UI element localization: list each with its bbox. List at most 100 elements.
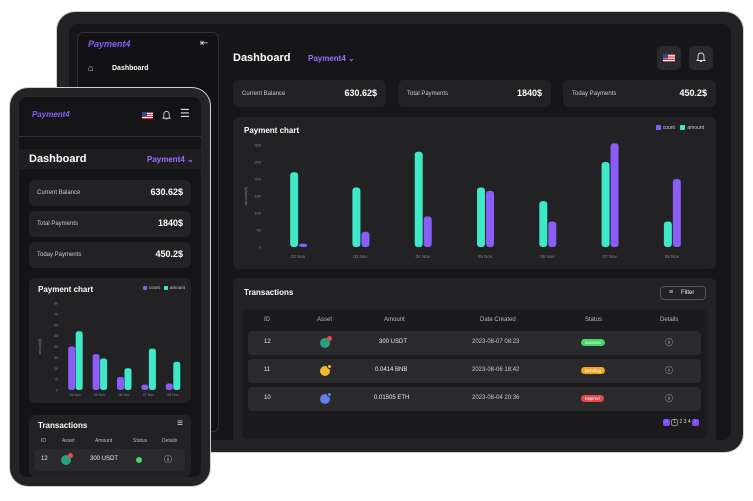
- payment-selector-label: Payment4: [308, 54, 346, 63]
- prev-page-button[interactable]: ‹: [662, 419, 670, 426]
- table-row[interactable]: 10 0.01505 ETH 2023-08-04 20:36 expired …: [248, 387, 701, 411]
- stat-card-total-payments: Total Payments 1840$: [398, 80, 551, 107]
- next-page-button[interactable]: ›: [692, 419, 699, 426]
- page-title: Dashboard: [29, 153, 87, 165]
- home-icon: ⌂: [88, 63, 94, 73]
- y-tick-label: 80: [54, 302, 58, 306]
- stat-value: 630.62$: [150, 187, 183, 197]
- info-icon[interactable]: ⓘ: [665, 338, 673, 347]
- row-amount: 300 USDT: [90, 456, 119, 462]
- bar-count: [423, 216, 432, 247]
- collapse-sidebar-icon[interactable]: ⇤: [200, 38, 209, 49]
- legend-count-swatch: [142, 285, 147, 290]
- y-tick-label: 300: [254, 143, 261, 148]
- stat-value: 1840$: [516, 88, 542, 98]
- status-badge: expired: [581, 395, 604, 402]
- y-tick-label: 0: [259, 245, 262, 250]
- table-row[interactable]: 11 0.0414 BNB 2023-08-06 18:42 pending ⓘ: [248, 359, 701, 383]
- pagination: ‹ 1 2 3 4 ›: [662, 419, 699, 426]
- chart-title: Payment chart: [38, 285, 94, 294]
- menu-icon[interactable]: ☰: [180, 108, 190, 120]
- row-amount: 300 USDT: [379, 339, 408, 345]
- bnb-icon: [320, 364, 332, 376]
- chevron-down-icon: ⌄: [187, 155, 194, 164]
- x-tick-label: 02 Nov: [291, 254, 306, 259]
- row-date: 2023-08-07 08:23: [472, 339, 520, 345]
- bar-amount: [539, 201, 548, 247]
- row-id: 11: [264, 367, 271, 373]
- stat-value: 630.62$: [344, 88, 377, 98]
- filter-button[interactable]: ≡ Filter: [660, 286, 706, 300]
- payment-selector[interactable]: Payment4 ⌄: [147, 155, 194, 164]
- x-tick-label: 03 Nov: [353, 254, 368, 259]
- stat-label: Today Payments: [572, 91, 617, 97]
- bell-icon[interactable]: [162, 110, 171, 121]
- bar-amount: [663, 221, 672, 247]
- info-icon[interactable]: ⓘ: [665, 394, 673, 403]
- chevron-down-icon: ⌄: [348, 54, 355, 63]
- bar-count: [165, 383, 173, 390]
- column-header-date: Date Created: [480, 317, 516, 323]
- transactions-card: Transactions ≡ Filter ID Asset Amount Da…: [233, 278, 716, 440]
- legend-count-swatch: [655, 125, 661, 131]
- row-id: 10: [264, 395, 271, 401]
- y-tick-label: 70: [54, 312, 58, 316]
- notifications-button[interactable]: [689, 46, 713, 70]
- filter-icon[interactable]: ≡: [177, 418, 183, 429]
- stat-label: Today Payments: [37, 252, 82, 258]
- us-flag-icon: [663, 54, 675, 62]
- payment-selector[interactable]: Payment4 ⌄: [308, 54, 355, 63]
- page-button[interactable]: 3: [683, 419, 687, 425]
- chart-title: Payment chart: [244, 126, 300, 135]
- page-button[interactable]: 1: [671, 419, 679, 426]
- y-tick-label: 60: [54, 323, 58, 327]
- bar-count: [361, 231, 370, 247]
- payment-selector-label: Payment4: [147, 155, 185, 164]
- language-button[interactable]: [657, 46, 681, 70]
- phone-header-bar: Dashboard Payment4 ⌄: [19, 149, 201, 169]
- network-badge-icon: [327, 392, 332, 397]
- stat-value: 1840$: [157, 218, 183, 228]
- x-tick-label: 06 Nov: [118, 393, 129, 397]
- phone-screen: Payment4 ☰ Dashboard Payment4 ⌄ Current …: [19, 97, 201, 477]
- info-icon[interactable]: ⓘ: [665, 366, 673, 375]
- bar-count: [92, 354, 100, 390]
- stat-card-today-payments: Today Payments 450.2$: [29, 242, 191, 268]
- transactions-title: Transactions: [244, 288, 294, 297]
- y-axis-label: amount($): [243, 186, 248, 205]
- eth-icon: [320, 392, 332, 404]
- filter-icon: ≡: [669, 289, 674, 296]
- legend-count-label: count: [662, 125, 675, 131]
- bar-count: [117, 376, 124, 390]
- bar-amount: [100, 358, 108, 390]
- status-dot-success: [136, 457, 142, 463]
- tablet-device: Payment4 ⇤ ⌂ Dashboard Dashboard Payment…: [57, 12, 743, 452]
- column-header-asset: Asset: [62, 438, 75, 444]
- payment-chart-card: Payment chart count amount 0 10 20 30 40 50 60…: [29, 278, 191, 403]
- brand-logo: Payment4: [88, 39, 131, 49]
- row-date: 2023-08-06 18:42: [472, 367, 520, 373]
- row-id: 12: [41, 456, 48, 462]
- network-badge-icon: [327, 364, 332, 369]
- info-icon[interactable]: ⓘ: [164, 455, 172, 464]
- page-button[interactable]: 4: [687, 419, 691, 425]
- stat-label: Current Balance: [242, 91, 286, 97]
- legend-amount-swatch: [680, 125, 686, 131]
- legend-amount-label: amount: [687, 125, 704, 131]
- bar-amount: [352, 187, 361, 247]
- page-title: Dashboard: [233, 52, 291, 64]
- column-header-details: Details: [162, 438, 178, 444]
- us-flag-icon[interactable]: [142, 112, 153, 119]
- y-tick-label: 50: [257, 228, 262, 233]
- x-tick-label: 04 Nov: [70, 393, 81, 397]
- y-tick-label: 10: [54, 378, 58, 382]
- network-badge-icon: [327, 336, 332, 341]
- sidebar-item-dashboard[interactable]: Dashboard: [112, 65, 149, 72]
- usdt-icon: [320, 336, 332, 348]
- page-button[interactable]: 2: [679, 419, 683, 425]
- table-row[interactable]: 12 300 USDT ⓘ: [35, 449, 185, 471]
- column-header-amount: Amount: [384, 317, 405, 323]
- y-tick-label: 40: [54, 345, 58, 349]
- row-date: 2023-08-04 20:36: [472, 395, 520, 401]
- table-row[interactable]: 12 300 USDT 2023-08-07 08:23 success ⓘ: [248, 331, 701, 355]
